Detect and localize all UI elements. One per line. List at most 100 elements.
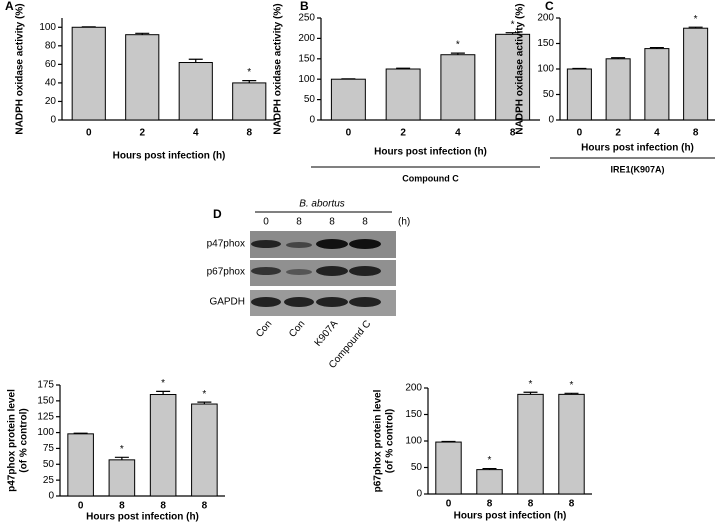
y-axis-label: NADPH oxidase activity (%) <box>15 3 26 134</box>
significance: * <box>161 378 165 389</box>
bar <box>684 28 708 120</box>
significance: * <box>570 380 574 391</box>
x-tick-label: 8 <box>693 128 699 139</box>
x-tick-label: 2 <box>139 128 145 139</box>
y-tick-label: 250 <box>298 13 315 24</box>
y-axis-label: p67phox protein level <box>373 389 384 492</box>
bar <box>150 395 176 496</box>
x-tick-label: 8 <box>528 499 534 510</box>
band <box>251 267 281 275</box>
panel-label: B <box>300 0 309 13</box>
y-tick-label: 200 <box>298 33 315 44</box>
band <box>251 240 281 248</box>
y-tick-label: 100 <box>37 427 54 438</box>
y-tick-label: 0 <box>48 491 54 502</box>
panel-label: D <box>213 207 222 221</box>
y-tick-label: 125 <box>37 411 54 422</box>
y-tick-label: 150 <box>37 395 54 406</box>
band <box>316 239 348 249</box>
y-tick-label: 0 <box>548 115 554 126</box>
bar <box>72 27 105 120</box>
lane-hour: 8 <box>329 217 335 228</box>
y-tick-label: 100 <box>298 74 315 85</box>
bar <box>109 460 135 496</box>
significance: * <box>247 67 251 78</box>
band <box>349 297 381 307</box>
y-axis-label: (of % control) <box>19 408 30 472</box>
band <box>284 297 314 307</box>
significance: * <box>488 455 492 466</box>
x-axis-label: Hours post infection (h) <box>86 512 199 523</box>
x-axis-label: Hours post infection (h) <box>374 147 487 158</box>
x-tick-label: 0 <box>577 128 583 139</box>
x-tick-label: 4 <box>193 128 199 139</box>
x-tick-label: 8 <box>119 501 125 512</box>
error-bar <box>572 68 586 69</box>
y-tick-label: 50 <box>411 462 423 473</box>
x-tick-label: 2 <box>615 128 621 139</box>
bar <box>477 470 502 494</box>
lane-label: Con <box>254 319 274 340</box>
x-axis-label: Hours post infection (h) <box>113 151 226 162</box>
y-tick-label: 20 <box>45 96 57 107</box>
strain: B. abortus <box>299 199 345 210</box>
x-tick-label: 8 <box>160 501 166 512</box>
band <box>349 239 381 249</box>
y-tick-label: 100 <box>537 64 554 75</box>
y-tick-label: 100 <box>39 22 56 33</box>
y-tick-label: 0 <box>309 115 315 126</box>
y-tick-label: 40 <box>45 78 57 89</box>
bar <box>68 434 94 496</box>
bar <box>126 35 159 120</box>
band <box>251 297 281 307</box>
y-tick-label: 50 <box>543 89 555 100</box>
panel-label: C <box>545 0 554 13</box>
x-tick-label: 8 <box>569 499 575 510</box>
significance: * <box>202 389 206 400</box>
y-axis-label: NADPH oxidase activity (%) <box>273 3 284 134</box>
bar <box>441 55 475 120</box>
x-tick-label: 4 <box>455 128 461 139</box>
panel-label: A <box>5 0 14 13</box>
y-tick-label: 175 <box>37 380 54 391</box>
unit: (h) <box>398 217 410 228</box>
bar <box>233 83 266 120</box>
error-bar <box>74 433 88 434</box>
y-axis-label: (of % control) <box>385 409 396 473</box>
significance: * <box>529 379 533 390</box>
bar <box>179 63 212 120</box>
treatment-label: IRE1(K907A) <box>610 164 664 174</box>
y-tick-label: 75 <box>43 443 55 454</box>
row-label: GAPDH <box>209 297 245 308</box>
lane-hour: 0 <box>263 217 269 228</box>
x-tick-label: 2 <box>400 128 406 139</box>
y-tick-label: 150 <box>298 53 315 64</box>
x-axis-label: Hours post infection (h) <box>454 511 567 522</box>
treatment-label: Compound C <box>402 173 459 183</box>
lane-hour: 8 <box>362 217 368 228</box>
row-label: p47phox <box>207 239 245 250</box>
lane-hour: 8 <box>296 217 302 228</box>
lane-label: Con <box>287 319 307 340</box>
bar <box>606 59 630 120</box>
x-tick-label: 0 <box>446 499 452 510</box>
bar <box>559 394 584 494</box>
y-tick-label: 200 <box>537 13 554 24</box>
x-tick-label: 0 <box>86 128 92 139</box>
x-tick-label: 8 <box>246 128 252 139</box>
x-tick-label: 8 <box>487 499 493 510</box>
y-axis-label: NADPH oxidase activity (%) <box>515 3 526 134</box>
error-bar <box>442 442 456 443</box>
x-axis-label: Hours post infection (h) <box>581 143 694 154</box>
x-tick-label: 0 <box>78 501 84 512</box>
band <box>286 269 312 275</box>
x-tick-label: 0 <box>346 128 352 139</box>
y-tick-label: 100 <box>405 436 422 447</box>
y-tick-label: 150 <box>537 38 554 49</box>
bar <box>518 394 543 494</box>
y-axis-label: p47phox protein level <box>7 389 18 492</box>
y-tick-label: 50 <box>43 459 55 470</box>
band <box>349 266 381 276</box>
bar <box>386 69 420 120</box>
